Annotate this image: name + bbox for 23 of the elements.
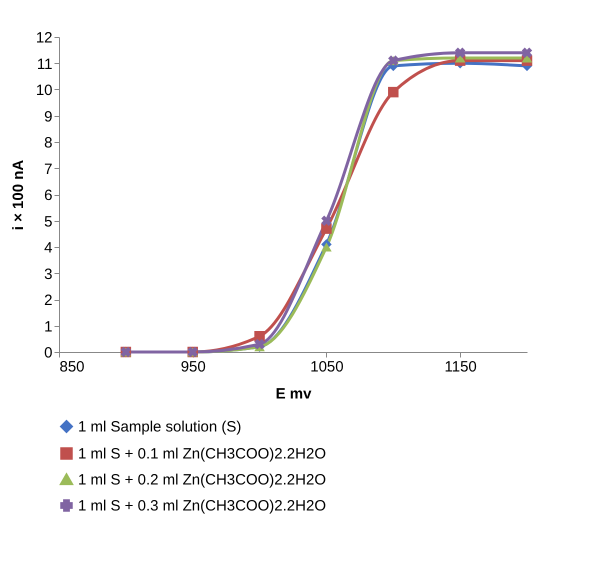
y-tick-label: 5 [44,213,52,230]
y-axis-title: i × 100 nA [10,160,27,230]
y-tick-label: 6 [44,187,52,204]
y-tick-label: 2 [44,292,52,309]
x-tick-label: 850 [60,358,85,376]
y-tick-label: 7 [44,160,52,178]
x-axis-title: E mv [276,386,312,402]
legend-label: 1 ml S + 0.3 ml Zn(CH3COO)2.2H2O [78,498,326,514]
y-tick-label: 1 [44,318,52,336]
x-tick-label: 950 [180,358,206,376]
y-tick-label: 10 [36,82,52,99]
y-tick-label: 3 [44,266,52,283]
y-tick-label: 8 [44,134,52,152]
y-tick-label: 0 [44,344,52,362]
y-tick-label: 12 [36,30,52,46]
x-tick-label: 1150 [444,358,477,376]
y-tick-label: 11 [36,56,52,73]
legend-label: 1 ml S + 0.1 ml Zn(CH3COO)2.2H2O [78,446,326,462]
legend-label: 1 ml Sample solution (S) [78,418,242,436]
legend-label: 1 ml S + 0.2 ml Zn(CH3COO)2.2H2O [78,472,326,488]
y-tick-label: 9 [44,108,52,126]
y-tick-label: 4 [44,240,52,256]
x-tick-label: 1050 [310,358,344,376]
